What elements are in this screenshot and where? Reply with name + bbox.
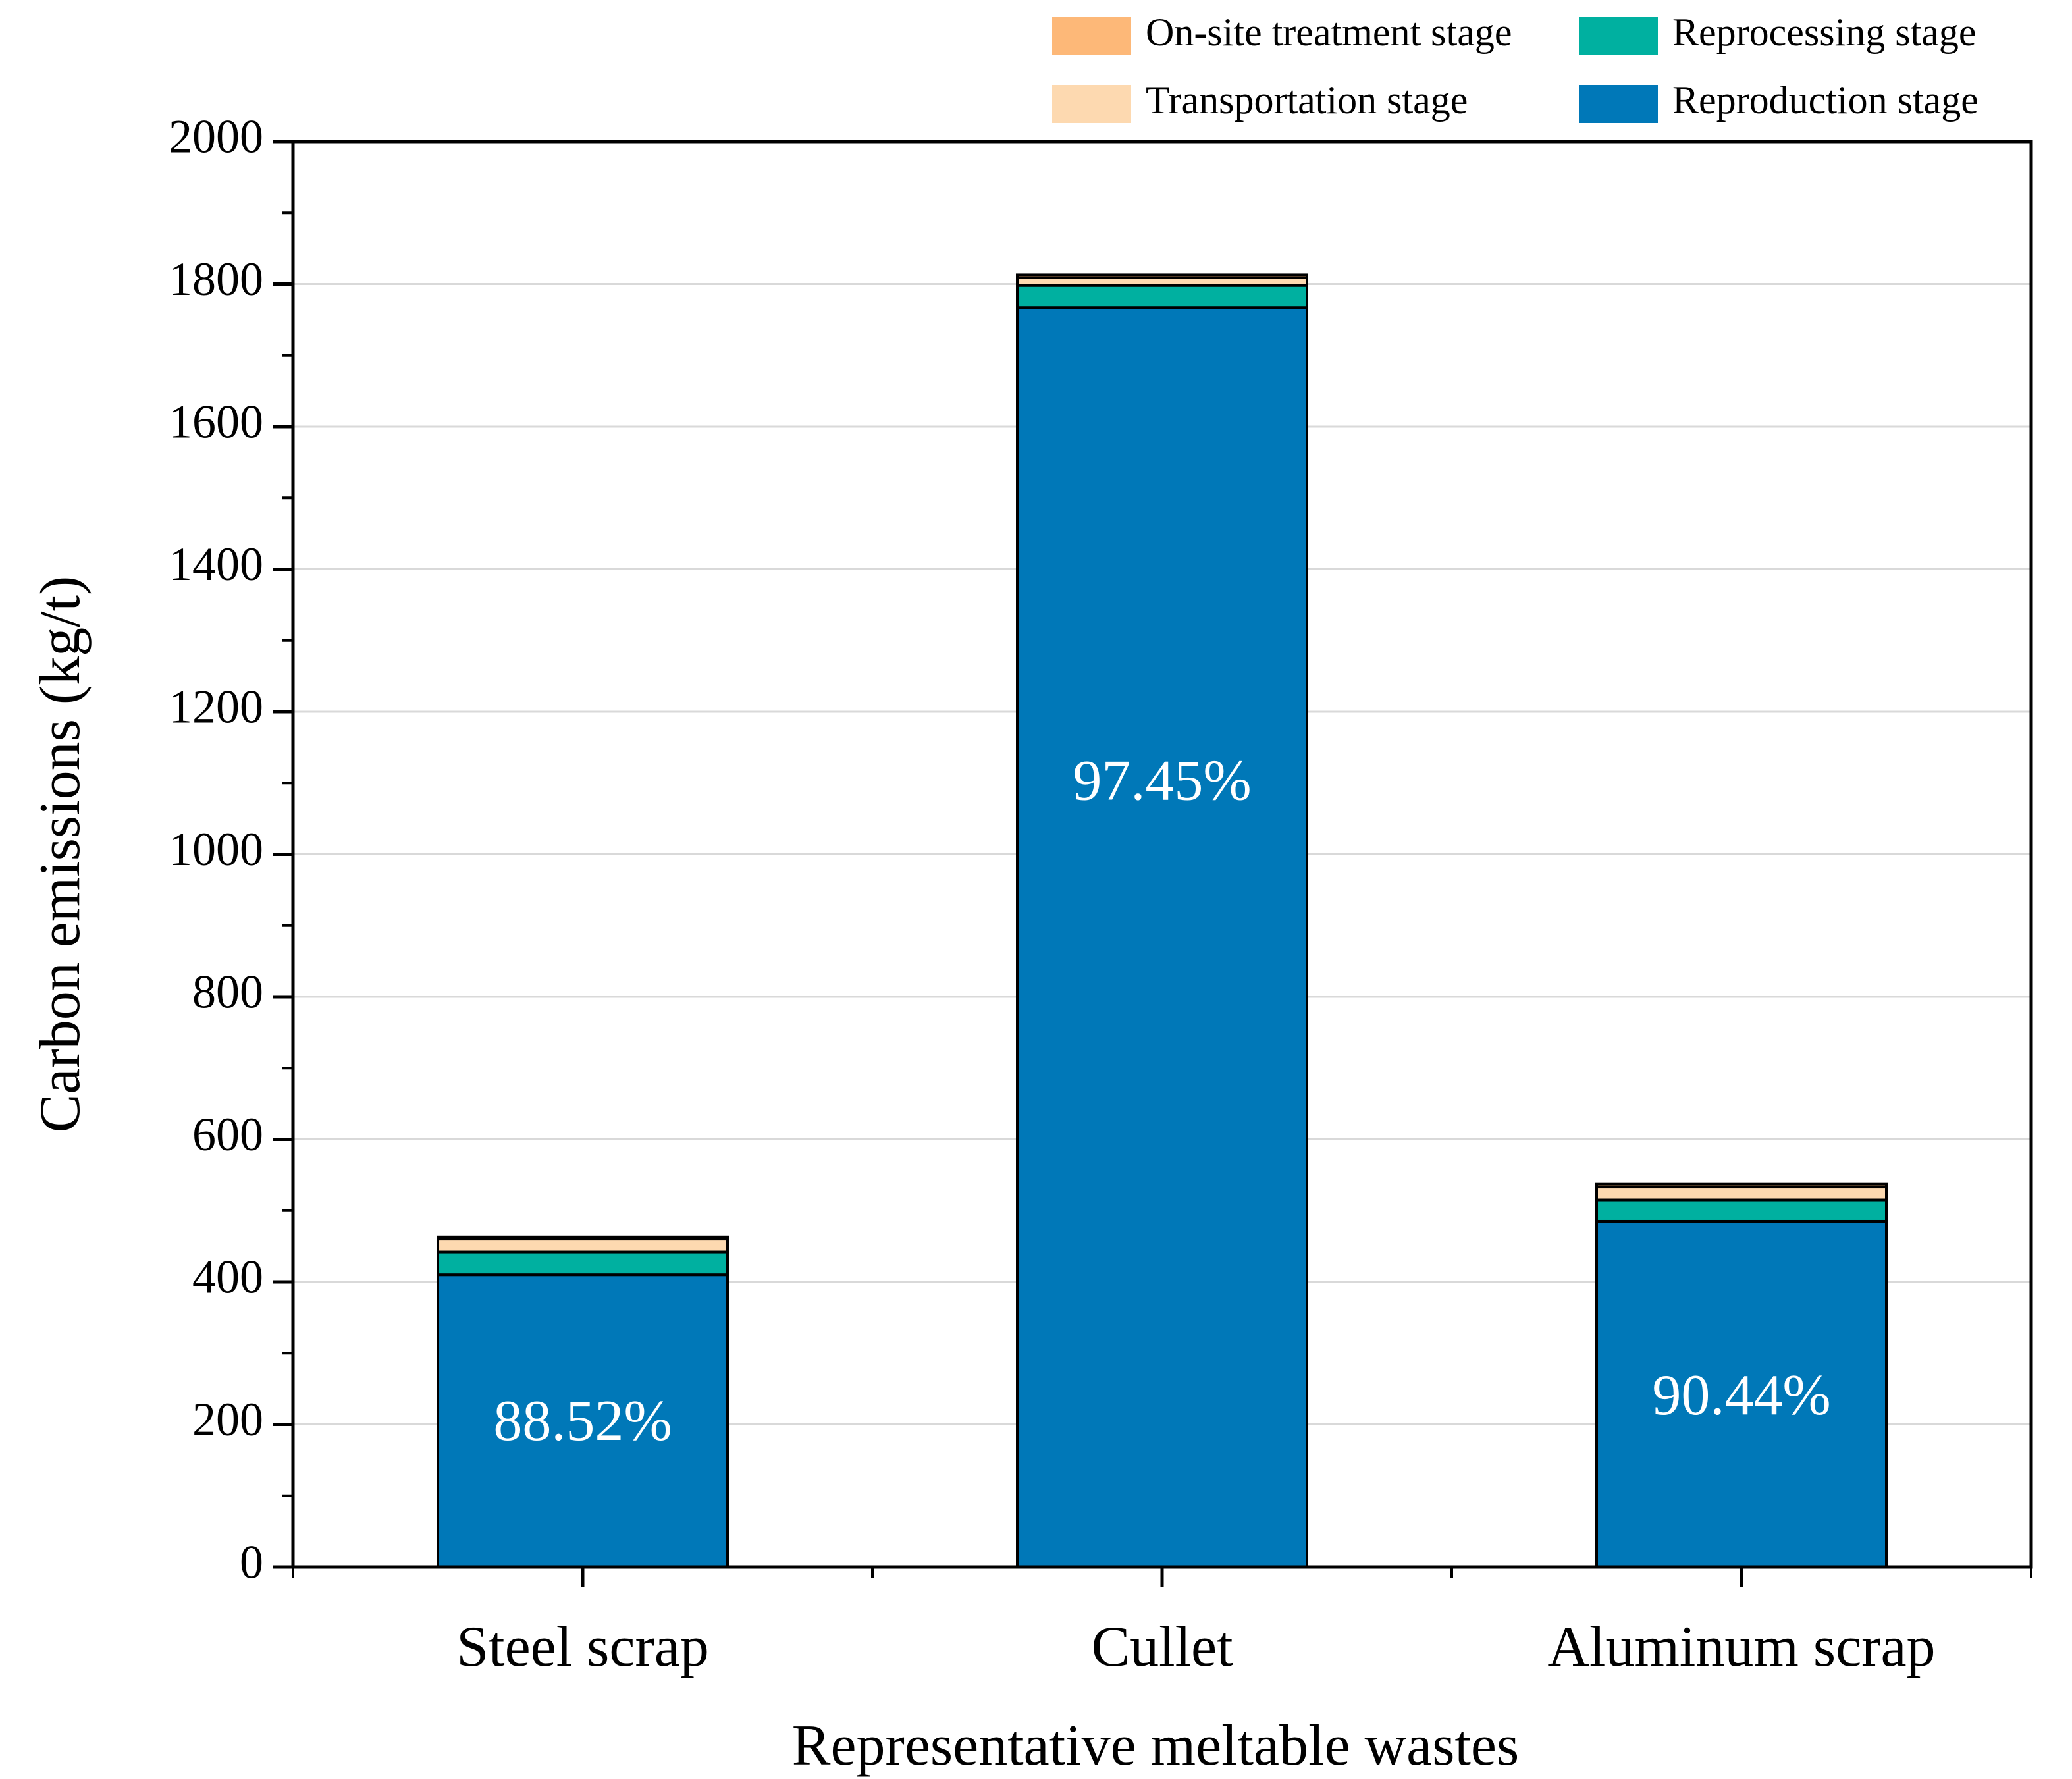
legend-label-transportation-stage: Transportation stage [1146,78,1468,122]
x-tick-label-steel-scrap: Steel scrap [456,1615,709,1679]
bar-aluminum-scrap-transportation-stage [1595,1186,1888,1202]
y-tick-label-1000: 1000 [169,823,263,876]
legend: On-site treatment stage Reprocessing stag… [1052,11,1979,123]
y-tick-label-0: 0 [240,1536,263,1589]
y-tick-label-1400: 1400 [169,538,263,591]
y-tick-label-600: 600 [192,1108,263,1161]
bar-cullet-on-site-treatment-stage [1016,273,1308,279]
axes [273,140,2033,1587]
legend-swatch-transportation-stage [1052,85,1131,123]
bar-annotation-aluminum-scrap: 90.44% [1652,1364,1830,1427]
y-tick-label-1600: 1600 [169,396,263,448]
bar-cullet-reproduction-stage [1016,306,1308,1568]
legend-label-reproduction-stage: Reproduction stage [1672,78,1979,122]
bar-annotation-steel-scrap: 88.52% [493,1389,672,1453]
y-tick-label-1200: 1200 [169,681,263,733]
labels: 88.52% Steel scrap 97.45% Cullet 90.44% Alumi… [28,111,1936,1778]
legend-label-reprocessing-stage: Reprocessing stage [1672,11,1977,54]
bar-steel-scrap-reprocessing-stage [437,1250,729,1277]
bar-steel-scrap-transportation-stage [437,1238,729,1254]
y-tick-label-200: 200 [192,1393,263,1446]
x-axis-title: Representative meltable wastes [792,1714,1519,1778]
y-tick-label-2000: 2000 [169,111,263,163]
bar-annotation-cullet: 97.45% [1073,749,1251,812]
bars [437,273,1888,1569]
legend-label-on-site-treatment-stage: On-site treatment stage [1146,11,1512,54]
x-tick-label-cullet: Cullet [1091,1615,1233,1679]
bar-aluminum-scrap-reprocessing-stage [1595,1198,1888,1223]
legend-swatch-reprocessing-stage [1579,17,1658,55]
bar-steel-scrap-on-site-treatment-stage [437,1235,729,1241]
legend-swatch-on-site-treatment-stage [1052,17,1131,55]
y-tick-label-800: 800 [192,966,263,1019]
y-tick-label-1800: 1800 [169,253,263,305]
bar-aluminum-scrap-reproduction-stage [1595,1219,1888,1569]
y-axis-title: Carbon emissions (kg/t) [28,576,92,1133]
bar-aluminum-scrap-on-site-treatment-stage [1595,1182,1888,1189]
legend-swatch-reproduction-stage [1579,85,1658,123]
y-tick-label-400: 400 [192,1251,263,1304]
x-tick-label-aluminum-scrap: Aluminum scrap [1547,1615,1935,1679]
bar-cullet-reprocessing-stage [1016,284,1308,309]
